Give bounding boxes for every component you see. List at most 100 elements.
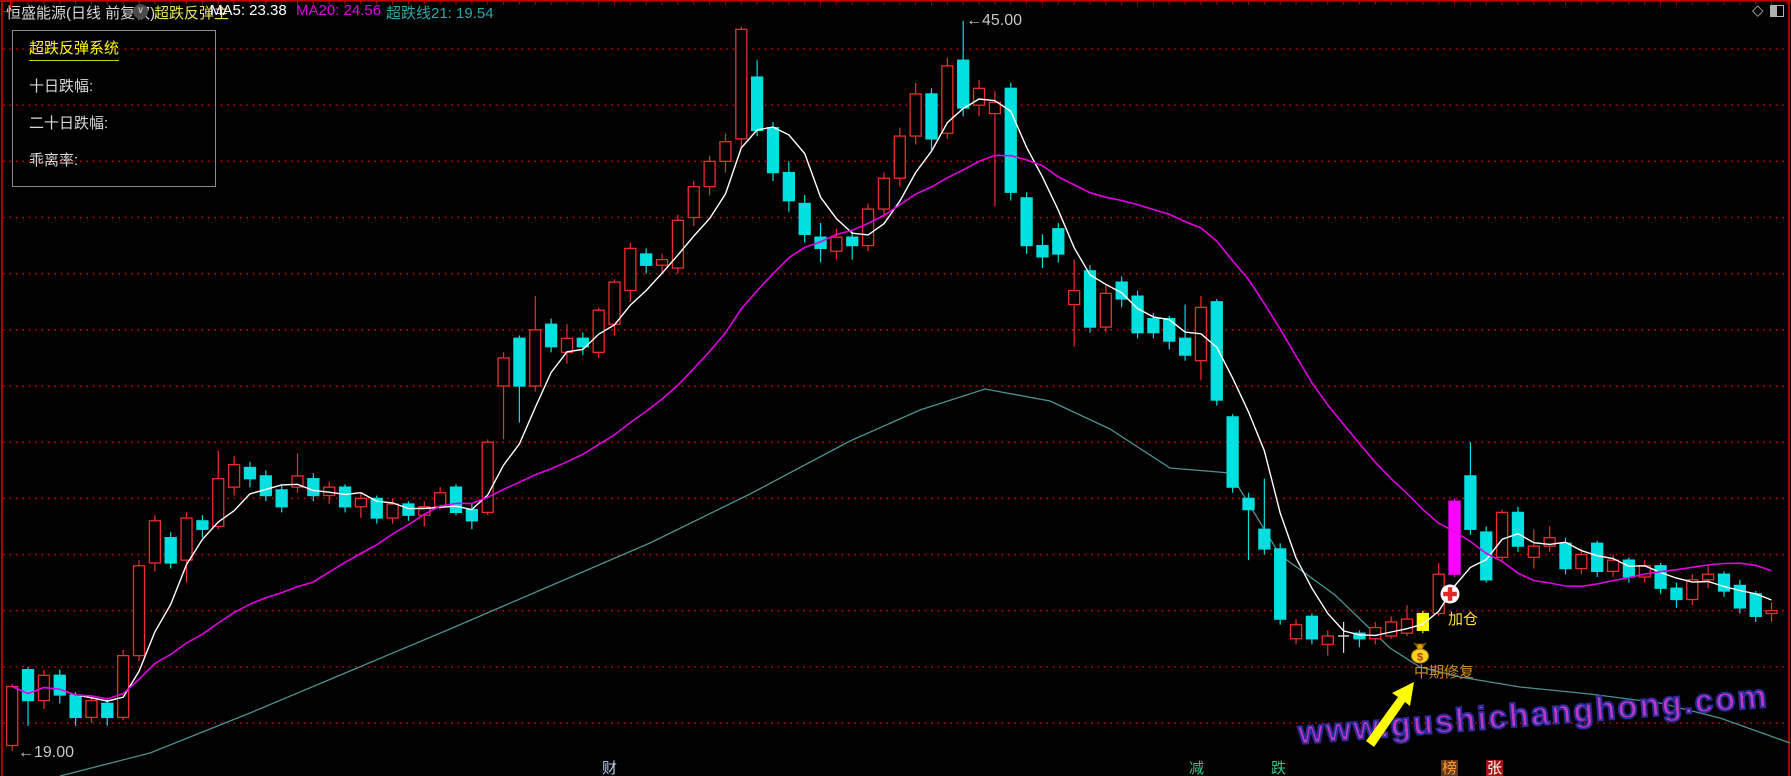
candle-body xyxy=(751,76,764,132)
candle-body xyxy=(766,126,780,174)
bottom-bar-item-fall[interactable]: 跌 xyxy=(1271,760,1287,776)
candle-body xyxy=(196,520,209,530)
money-bag-icon: $ xyxy=(1411,642,1429,664)
candle-body xyxy=(291,475,304,488)
bottom-bar-item-finance[interactable]: 财 xyxy=(602,760,618,776)
bottom-bar-item-reduce[interactable]: 减 xyxy=(1189,760,1205,776)
legend-ma20: MA20: 24.56 xyxy=(296,2,382,19)
svg-text:$: $ xyxy=(1417,652,1423,664)
candle-body xyxy=(972,87,986,106)
legend-oversold-line: 超跌线21: 19.54 xyxy=(386,5,494,22)
candle-body xyxy=(275,489,288,508)
candle-body xyxy=(117,654,130,719)
bottom-bar-item-zhang[interactable]: 张 xyxy=(1486,760,1504,776)
candle-body xyxy=(640,253,653,266)
candle-body xyxy=(703,160,716,188)
candle-body xyxy=(1464,475,1477,530)
candle-body xyxy=(1242,497,1255,511)
candle-body xyxy=(497,357,510,387)
ma-line-ma20 xyxy=(11,154,1772,700)
window-corner-nub xyxy=(1,1,11,12)
candle-body xyxy=(1495,511,1509,558)
candle-body xyxy=(988,101,1002,115)
candle-body xyxy=(671,219,685,269)
bottom-bar-item-rank[interactable]: 榜 xyxy=(1441,760,1459,776)
candle-body xyxy=(164,537,177,564)
candle-body xyxy=(53,674,66,696)
mid-term-repair-label: 中期修复 xyxy=(1414,664,1475,681)
candle-body xyxy=(719,141,732,162)
info-row-ten-day-drop: 十日跌幅: xyxy=(29,78,94,95)
candle-body xyxy=(1622,559,1636,578)
diamond-icon[interactable]: ◇ xyxy=(1752,2,1764,19)
candle-body xyxy=(735,28,748,140)
indicator-info-panel: 超跌反弹系统 十日跌幅: 二十日跌幅: 乖离率: xyxy=(12,30,216,187)
candle-body xyxy=(624,247,637,292)
candle-body xyxy=(877,177,891,210)
candle-body xyxy=(1020,197,1033,247)
candle-body xyxy=(1321,635,1334,646)
candle-body xyxy=(941,65,954,134)
candle-body xyxy=(1385,621,1398,637)
candle-body xyxy=(1702,573,1715,581)
candle-body xyxy=(1147,317,1160,334)
info-row-twenty-day-drop: 二十日跌幅: xyxy=(29,115,109,132)
candle-body xyxy=(1258,528,1271,550)
candle-body xyxy=(655,258,669,266)
candle-body xyxy=(132,565,146,657)
candle-body xyxy=(212,478,225,528)
candle-body xyxy=(544,323,558,348)
candle-body xyxy=(481,441,494,514)
candle-body xyxy=(1099,292,1112,328)
candle-body xyxy=(465,508,479,522)
candle-body xyxy=(1400,618,1414,634)
candle-body xyxy=(1178,337,1192,356)
candle-body xyxy=(1226,416,1239,488)
add-position-label: 加仓 xyxy=(1448,611,1479,628)
candle-body xyxy=(1210,301,1223,401)
candle-body xyxy=(925,93,938,140)
candle-body xyxy=(259,475,272,497)
candle-body xyxy=(180,517,193,561)
candle-body xyxy=(386,503,399,519)
candle-body xyxy=(687,185,700,219)
candle-body xyxy=(782,171,795,202)
chevron-down-icon[interactable]: ∨ xyxy=(133,4,148,19)
split-window-icon[interactable] xyxy=(1770,5,1784,17)
candle-body xyxy=(1068,289,1081,306)
candle-body xyxy=(1654,565,1667,589)
candle-body xyxy=(1052,228,1065,255)
candle-body xyxy=(1511,511,1525,547)
candle-body xyxy=(1543,537,1556,547)
candle-body xyxy=(148,520,162,564)
candle-body xyxy=(1131,295,1144,334)
candle-body xyxy=(1527,545,1540,558)
candle-body xyxy=(227,464,241,488)
candle-body xyxy=(449,486,463,514)
indicator-name: 超跌反弹主 xyxy=(154,5,230,22)
candle-body xyxy=(798,202,811,236)
candle-body xyxy=(513,337,526,387)
candle-body xyxy=(830,236,843,252)
candle-body xyxy=(1369,626,1382,640)
candle-body xyxy=(85,699,98,719)
candle-body xyxy=(354,497,368,508)
candle-body xyxy=(101,702,114,719)
candle-body xyxy=(370,497,383,519)
candle-body xyxy=(1416,612,1429,632)
high-price-annotation: ←45.00 xyxy=(966,12,1023,29)
candle-body xyxy=(1274,548,1287,620)
candle-body xyxy=(69,694,82,719)
candle-body xyxy=(243,466,257,480)
candle-body xyxy=(1575,553,1588,570)
candle-body xyxy=(338,486,352,508)
candle-body xyxy=(1305,615,1319,640)
candle-body xyxy=(1765,610,1778,615)
ma-line-ma5 xyxy=(11,98,1772,702)
info-row-bias-ratio: 乖离率: xyxy=(29,152,79,169)
candle-body xyxy=(893,135,906,179)
candle-body xyxy=(861,208,875,247)
